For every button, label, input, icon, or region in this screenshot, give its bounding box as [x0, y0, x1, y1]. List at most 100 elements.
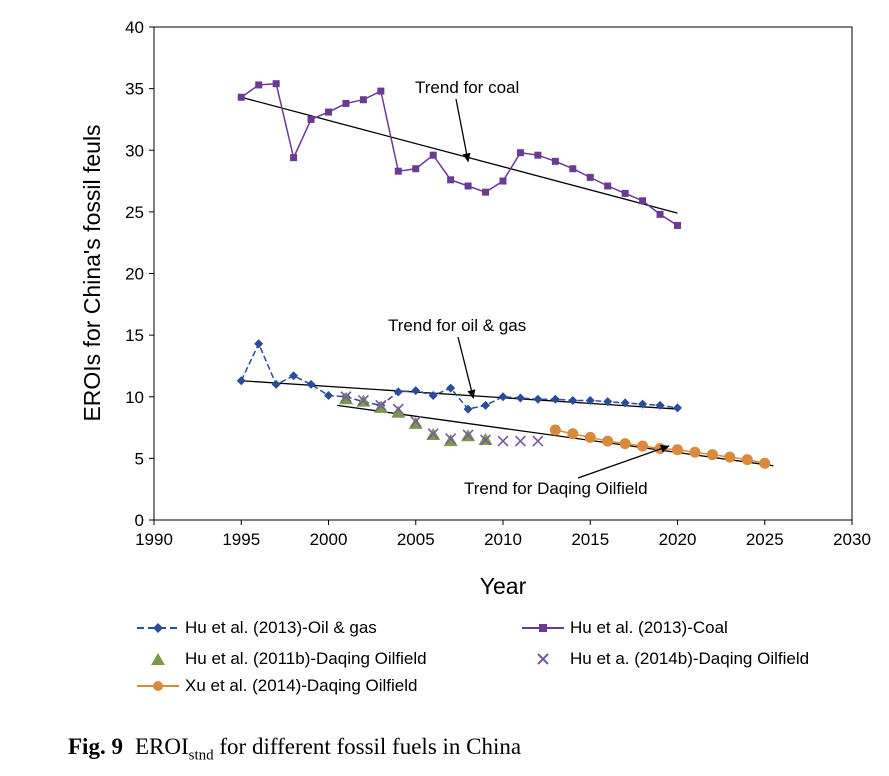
- y-tick-label: 0: [135, 511, 144, 530]
- data-point: [411, 386, 421, 396]
- data-point: [324, 391, 333, 401]
- data-point: [359, 96, 367, 104]
- data-point: [549, 424, 561, 436]
- data-point: [621, 189, 629, 197]
- data-point-stroke: [532, 435, 544, 447]
- data-point: [375, 399, 387, 411]
- y-tick-label: 25: [125, 203, 144, 222]
- data-point: [655, 400, 665, 410]
- data-point: [236, 376, 246, 386]
- data-point: [498, 392, 508, 402]
- data-point: [412, 165, 420, 173]
- data-point: [551, 157, 559, 165]
- annotation-arrow: [457, 336, 476, 399]
- figure-caption: Fig. 9 EROIstnd for different fossil fuel…: [68, 734, 521, 765]
- x-tick-label: 2005: [397, 530, 435, 549]
- legend-label: Hu et al. (2011b)-Daqing Oilfield: [185, 649, 427, 668]
- y-tick-label: 40: [125, 18, 144, 37]
- y-tick-label: 35: [125, 80, 144, 99]
- data-point: [463, 404, 473, 414]
- x-tick-label: 2015: [571, 530, 609, 549]
- data-point: [497, 435, 509, 447]
- data-point: [585, 395, 595, 405]
- data-point: [550, 394, 560, 404]
- data-point: [568, 395, 578, 405]
- y-tick-label: 15: [125, 326, 144, 345]
- data-point-stroke: [357, 394, 369, 407]
- data-point: [534, 151, 542, 159]
- x-tick-label: 1995: [222, 530, 260, 549]
- y-tick-label: 5: [135, 449, 144, 468]
- data-point: [306, 379, 316, 389]
- data-point: [637, 440, 649, 452]
- data-point: [289, 371, 299, 381]
- legend-marker-circle-icon: [137, 681, 179, 691]
- plot-area: [153, 26, 853, 521]
- data-point: [255, 81, 263, 89]
- legend-label: Hu et al. (2013)-Oil & gas: [185, 618, 377, 637]
- data-point: [410, 415, 422, 427]
- chart: 1990 1995 2000 2005 2010 2015 2020 2025 2030 051…: [79, 18, 871, 599]
- legend-item-daqing-2011b: Hu et al. (2011b)-Daqing Oilfield: [135, 649, 427, 669]
- data-point: [759, 457, 771, 469]
- y-tick-label: 10: [125, 388, 144, 407]
- figure-label: Fig. 9: [68, 734, 123, 759]
- caption-text: for different fossil fuels in China: [213, 734, 522, 759]
- data-point-stroke: [445, 433, 457, 445]
- data-point: [569, 165, 577, 173]
- data-point-stroke: [462, 429, 474, 441]
- caption-subscript: stnd: [188, 747, 214, 764]
- data-point: [307, 115, 315, 123]
- data-point: [462, 429, 474, 441]
- data-point: [428, 391, 438, 401]
- annotation-label: Trend for Daqing Oilfield: [464, 479, 648, 498]
- data-point: [446, 383, 456, 393]
- legend-marker-triangle-icon: [151, 653, 165, 665]
- annotation-arrow: [455, 98, 471, 163]
- x-axis-ticks: 1990 1995 2000 2005 2010 2015 2020 2025 2030: [135, 520, 871, 549]
- data-point: [516, 149, 524, 157]
- series-group: [340, 391, 544, 447]
- data-point: [532, 435, 544, 447]
- data-point: [427, 428, 439, 440]
- data-point: [482, 188, 490, 196]
- data-point: [464, 182, 472, 190]
- data-point-stroke: [497, 435, 509, 447]
- data-point: [604, 182, 612, 190]
- series-group: [236, 339, 682, 414]
- annotations: Trend for coal Trend for oil & gas Trend f…: [388, 78, 670, 498]
- data-point: [674, 221, 681, 229]
- legend-item-daqing-xu: Xu et al. (2014)-Daqing Oilfield: [135, 676, 417, 696]
- legend-marker-diamond-icon: [137, 623, 179, 633]
- data-point: [254, 339, 264, 349]
- data-point: [340, 391, 352, 403]
- data-point: [672, 444, 683, 456]
- data-point: [586, 173, 594, 181]
- caption-eroi: EROI: [134, 734, 189, 759]
- data-point: [515, 393, 525, 403]
- data-point: [741, 454, 753, 466]
- data-point: [391, 405, 406, 418]
- data-point-stroke: [479, 434, 492, 446]
- data-point-stroke: [514, 435, 527, 447]
- data-point: [271, 379, 281, 389]
- data-point: [445, 433, 457, 445]
- x-axis-title: Year: [480, 573, 527, 599]
- x-tick-label: 1990: [135, 530, 173, 549]
- y-tick-label: 30: [125, 141, 144, 160]
- data-point: [584, 431, 596, 443]
- series-group: [237, 80, 681, 229]
- data-point-stroke: [375, 399, 387, 411]
- data-point: [325, 108, 332, 116]
- legend-item-daqing-2014b: Hu et a. (2014b)-Daqing Oilfield: [520, 649, 809, 669]
- data-point: [724, 451, 736, 463]
- data-point: [706, 449, 718, 461]
- x-tick-label: 2010: [484, 530, 522, 549]
- annotation-label: Trend for oil & gas: [388, 316, 526, 335]
- data-point: [429, 151, 437, 159]
- x-tick-label: 2030: [833, 530, 871, 549]
- data-point: [393, 387, 403, 397]
- data-point: [638, 399, 648, 409]
- legend-label: Xu et al. (2014)-Daqing Oilfield: [185, 676, 418, 695]
- data-point: [639, 197, 647, 205]
